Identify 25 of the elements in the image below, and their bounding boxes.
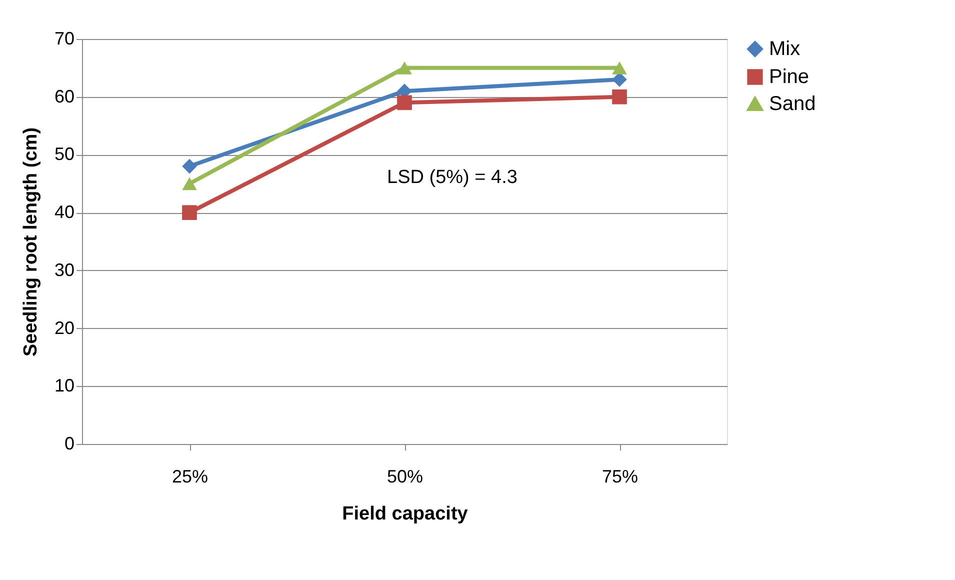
y-tick-label: 30 (54, 260, 74, 280)
y-tick-label: 60 (54, 86, 74, 106)
annotation: LSD (5%) = 4.3 (387, 167, 518, 188)
x-tick-label: 50% (386, 466, 424, 486)
legend-label: Mix (769, 38, 800, 60)
y-tick-label: 70 (54, 28, 74, 48)
x-axis-title: Field capacity (342, 504, 468, 524)
y-tick-label: 40 (54, 202, 74, 222)
y-tick-label: 50 (54, 144, 74, 164)
legend-label: Sand (769, 93, 816, 115)
y-tick-label: 0 (64, 434, 74, 454)
point (182, 205, 197, 220)
point (397, 62, 412, 74)
point (182, 158, 197, 174)
x-tick-label: 75% (602, 466, 638, 486)
y-tick-label: 10 (54, 376, 74, 396)
point (612, 89, 627, 104)
y-axis-title: Seedling root length (cm) (20, 127, 42, 357)
legend-label: Pine (769, 66, 810, 88)
x-tick-label: 25% (172, 466, 208, 486)
point (182, 177, 197, 190)
y-tick-label: 20 (54, 318, 74, 338)
point (612, 72, 627, 87)
point (612, 62, 627, 74)
point (397, 95, 412, 110)
